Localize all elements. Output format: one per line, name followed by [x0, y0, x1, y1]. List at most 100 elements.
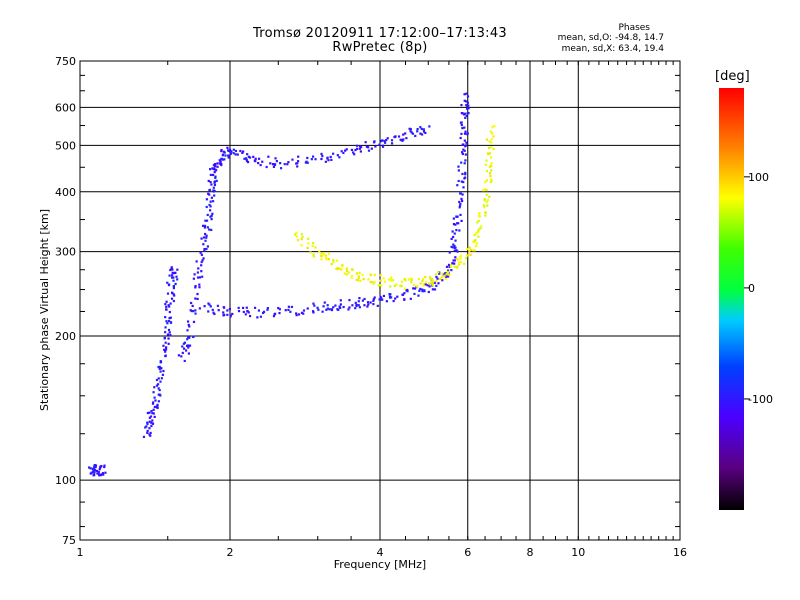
- trace-point: [354, 301, 357, 305]
- trace-point: [424, 131, 427, 135]
- trace-point: [312, 302, 315, 305]
- trace-point: [300, 232, 303, 236]
- trace-point: [296, 165, 299, 168]
- trace-point: [200, 270, 203, 273]
- trace-point: [459, 257, 462, 260]
- trace-point: [170, 297, 174, 300]
- trace-point: [463, 262, 466, 265]
- trace-point: [440, 275, 444, 279]
- trace-point: [454, 239, 457, 242]
- trace-point: [162, 344, 165, 347]
- trace-point: [464, 173, 467, 176]
- trace-point: [287, 308, 290, 312]
- trace-point: [93, 465, 96, 468]
- trace-point: [93, 463, 96, 467]
- trace-point: [428, 282, 431, 285]
- trace-point: [345, 273, 348, 276]
- trace-point: [168, 331, 171, 334]
- trace-point: [194, 286, 197, 289]
- trace-point: [148, 416, 151, 419]
- trace-point: [287, 305, 290, 308]
- trace-point: [484, 181, 487, 184]
- trace-point: [234, 149, 238, 153]
- trace-point: [450, 245, 453, 248]
- trace-point: [180, 355, 183, 358]
- trace-point: [463, 126, 466, 129]
- trace-point: [328, 308, 331, 311]
- y-tick-label: 500: [55, 139, 76, 152]
- trace-point: [156, 403, 159, 406]
- trace-point: [294, 233, 297, 236]
- trace-point: [383, 140, 386, 143]
- trace-point: [93, 468, 96, 472]
- trace-point: [343, 272, 346, 275]
- trace-point: [454, 246, 457, 249]
- trace-point: [196, 292, 199, 296]
- trace-point: [96, 472, 99, 475]
- trace-point: [155, 378, 159, 382]
- trace-point: [314, 158, 317, 161]
- trace-point: [456, 184, 459, 187]
- trace-point: [312, 311, 315, 314]
- trace-point: [200, 264, 203, 267]
- trace-point: [458, 200, 461, 204]
- trace-point: [193, 273, 196, 276]
- trace-point: [181, 345, 184, 348]
- trace-point: [189, 309, 192, 312]
- trace-point: [295, 314, 298, 317]
- trace-point: [465, 104, 468, 107]
- trace-point: [181, 351, 184, 355]
- trace-point: [229, 314, 232, 317]
- trace-point: [169, 316, 172, 319]
- trace-point: [412, 287, 415, 290]
- trace-point: [426, 284, 429, 287]
- trace-point: [287, 161, 290, 164]
- trace-point: [209, 305, 212, 308]
- trace-point: [437, 271, 440, 274]
- trace-point: [485, 179, 488, 182]
- trace-point: [324, 254, 327, 257]
- trace-point: [339, 306, 342, 310]
- trace-point: [146, 429, 149, 433]
- trace-point: [207, 179, 210, 183]
- trace-point: [146, 431, 149, 434]
- trace-point: [461, 127, 464, 130]
- trace-point: [197, 267, 200, 270]
- trace-point: [187, 323, 190, 326]
- trace-point: [229, 152, 233, 155]
- trace-point: [489, 130, 492, 133]
- trace-point: [256, 316, 259, 319]
- trace-point: [374, 145, 377, 148]
- trace-point: [273, 163, 277, 166]
- trace-point: [213, 180, 217, 183]
- trace-point: [216, 165, 219, 168]
- trace-point: [372, 299, 375, 302]
- trace-point: [154, 399, 157, 402]
- y-tick-label: 300: [55, 246, 76, 259]
- trace-point: [473, 233, 476, 237]
- trace-point: [306, 246, 309, 250]
- trace-point: [153, 415, 156, 419]
- trace-point: [413, 287, 417, 290]
- trace-point: [473, 241, 476, 244]
- trace-point: [367, 146, 370, 149]
- trace-point: [429, 281, 433, 284]
- trace-point: [455, 249, 458, 252]
- trace-point: [460, 254, 463, 257]
- trace-point: [395, 283, 398, 286]
- trace-point: [194, 309, 197, 312]
- trace-point: [174, 271, 177, 275]
- trace-point: [305, 160, 308, 163]
- trace-point: [164, 354, 167, 358]
- trace-point: [101, 472, 105, 475]
- trace-point: [464, 176, 467, 179]
- trace-point: [205, 198, 208, 201]
- trace-point: [416, 130, 419, 133]
- trace-point: [363, 304, 366, 307]
- trace-point: [370, 147, 373, 150]
- trace-point: [431, 284, 434, 287]
- trace-point: [212, 186, 215, 189]
- trace-point: [420, 133, 424, 136]
- trace-point: [214, 165, 217, 168]
- trace-point: [186, 338, 189, 341]
